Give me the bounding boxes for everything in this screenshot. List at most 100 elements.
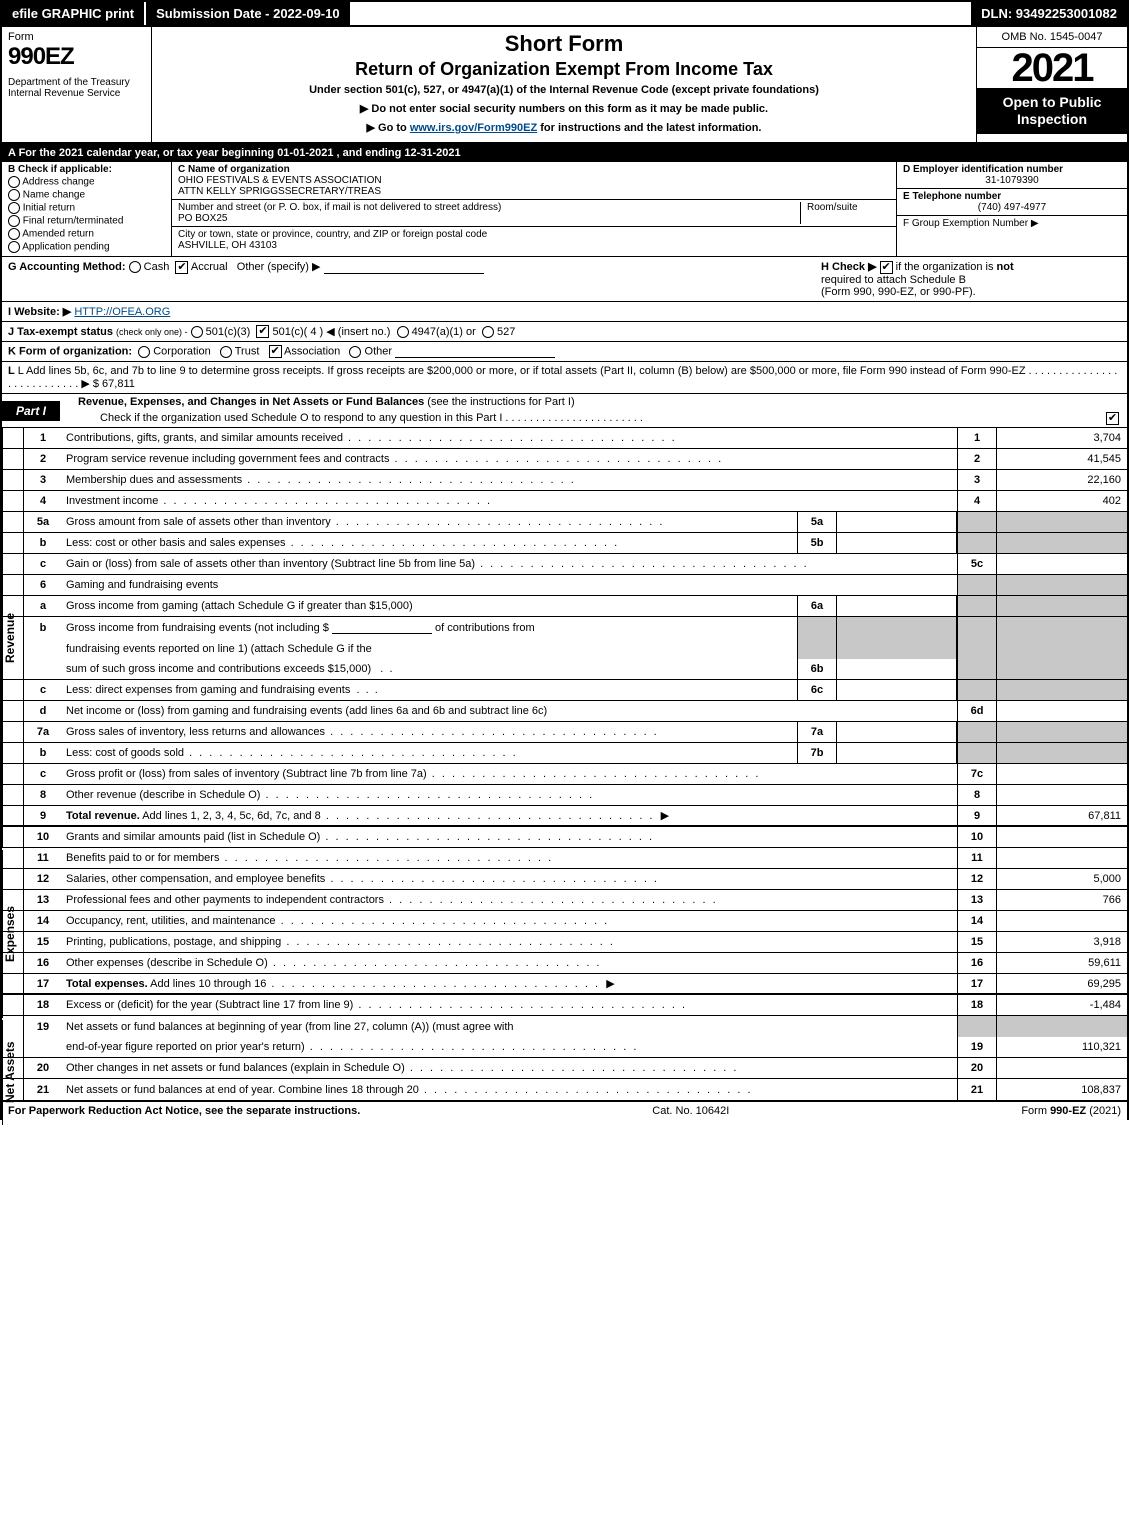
org-name-hdr: C Name of organization xyxy=(178,164,890,175)
chk-not-required[interactable] xyxy=(880,261,893,274)
submission-date-button[interactable]: Submission Date - 2022-09-10 xyxy=(146,2,352,25)
val-5c[interactable] xyxy=(997,554,1127,574)
city-hdr: City or town, state or province, country… xyxy=(178,229,890,240)
val-16: 59,611 xyxy=(997,953,1127,973)
chk-application-pending[interactable]: Application pending xyxy=(8,241,165,253)
ln-6b-blank2 xyxy=(24,659,62,679)
val-4: 402 xyxy=(997,491,1127,511)
val-6b-shade1 xyxy=(997,617,1127,638)
row-7b: b Less: cost of goods sold 7b xyxy=(2,743,1127,764)
other-org-field[interactable] xyxy=(395,346,555,358)
chk-initial-return[interactable]: Initial return xyxy=(8,202,165,214)
org-name-1: OHIO FESTIVALS & EVENTS ASSOCIATION xyxy=(178,175,890,186)
chk-amended-return[interactable]: Amended return xyxy=(8,228,165,240)
desc-9: Total revenue. Total revenue. Add lines … xyxy=(62,807,957,824)
chk-cash[interactable] xyxy=(129,261,141,273)
midval-5a[interactable] xyxy=(837,512,957,532)
midval-7b[interactable] xyxy=(837,743,957,763)
row-11: 11 Benefits paid to or for members 11 xyxy=(2,848,1127,869)
col-d: D Employer identification number 31-1079… xyxy=(897,162,1127,256)
mid-6c: 6c xyxy=(797,680,837,700)
ln-12: 12 xyxy=(24,869,62,889)
midval-6b-shade1 xyxy=(837,617,957,638)
line-l: L L Add lines 5b, 6c, and 7b to line 9 t… xyxy=(0,362,1129,394)
group-exemption-block: F Group Exemption Number ▶ xyxy=(897,216,1127,231)
ln-21: 21 xyxy=(24,1079,62,1100)
col-c: C Name of organization OHIO FESTIVALS & … xyxy=(172,162,897,256)
row-20: 20 Other changes in net assets or fund b… xyxy=(2,1058,1127,1079)
val-20[interactable] xyxy=(997,1058,1127,1078)
midval-6c[interactable] xyxy=(837,680,957,700)
header-left: Form 990EZ Department of the Treasury In… xyxy=(2,27,152,142)
part1-tab: Part I xyxy=(2,401,60,421)
val-15: 3,918 xyxy=(997,932,1127,952)
midval-6b[interactable] xyxy=(837,659,957,679)
desc-6d: Net income or (loss) from gaming and fun… xyxy=(62,703,957,719)
main-title: Return of Organization Exempt From Incom… xyxy=(162,59,966,80)
row-2: 2 Program service revenue including gove… xyxy=(2,449,1127,470)
chk-accrual[interactable] xyxy=(175,261,188,274)
chk-other-org[interactable] xyxy=(349,346,361,358)
rn-18: 18 xyxy=(957,995,997,1015)
other-specify-field[interactable] xyxy=(324,262,484,274)
row-8: 8 Other revenue (describe in Schedule O)… xyxy=(2,785,1127,806)
val-8[interactable] xyxy=(997,785,1127,805)
other-label: Other (specify) ▶ xyxy=(237,261,321,273)
midval-7a[interactable] xyxy=(837,722,957,742)
goto-pre: ▶ Go to xyxy=(367,122,410,134)
mid-6a: 6a xyxy=(797,596,837,616)
rn-15: 15 xyxy=(957,932,997,952)
midval-5b[interactable] xyxy=(837,533,957,553)
midval-6a[interactable] xyxy=(837,596,957,616)
chk-trust[interactable] xyxy=(220,346,232,358)
line-i: I Website: ▶ HTTP://OFEA.ORG xyxy=(0,302,1129,322)
line-g-h: G Accounting Method: Cash Accrual Other … xyxy=(0,257,1129,302)
chk-527[interactable] xyxy=(482,326,494,338)
chk-501c[interactable] xyxy=(256,325,269,338)
footer-right: Form 990-EZ (2021) xyxy=(1021,1105,1121,1117)
rn-6b-shade3 xyxy=(957,659,997,679)
chk-corporation[interactable] xyxy=(138,346,150,358)
rn-1: 1 xyxy=(957,428,997,448)
val-14[interactable] xyxy=(997,911,1127,931)
accrual-label: Accrual xyxy=(191,261,228,273)
row-6d: d Net income or (loss) from gaming and f… xyxy=(2,701,1127,722)
rn-11: 11 xyxy=(957,848,997,868)
ln-5b: b xyxy=(24,533,62,553)
desc-6a: Gross income from gaming (attach Schedul… xyxy=(62,598,797,614)
val-10[interactable] xyxy=(997,827,1127,847)
contrib-amount-field[interactable] xyxy=(332,622,432,634)
val-6d[interactable] xyxy=(997,701,1127,721)
lbl-501c3: 501(c)(3) xyxy=(206,326,251,338)
header-center: Short Form Return of Organization Exempt… xyxy=(152,27,977,142)
chk-name-change-label: Name change xyxy=(23,190,85,201)
val-11[interactable] xyxy=(997,848,1127,868)
website-link[interactable]: HTTP://OFEA.ORG xyxy=(74,306,170,318)
room-hdr: Room/suite xyxy=(807,202,890,213)
ln-19-blank xyxy=(24,1037,62,1057)
val-7c[interactable] xyxy=(997,764,1127,784)
chk-4947[interactable] xyxy=(397,326,409,338)
addr-hdr: Number and street (or P. O. box, if mail… xyxy=(178,202,800,213)
row-16: 16 Other expenses (describe in Schedule … xyxy=(2,953,1127,974)
chk-address-change[interactable]: Address change xyxy=(8,176,165,188)
ssn-warning: ▶ Do not enter social security numbers o… xyxy=(162,102,966,115)
irs-link[interactable]: www.irs.gov/Form990EZ xyxy=(410,122,537,134)
val-5b-shade xyxy=(997,533,1127,553)
chk-501c3[interactable] xyxy=(191,326,203,338)
val-18: -1,484 xyxy=(997,995,1127,1015)
group-exemption-hdr: F Group Exemption Number ▶ xyxy=(903,218,1121,229)
lbl-4947: 4947(a)(1) or xyxy=(412,326,476,338)
line-k: K Form of organization: Corporation Trus… xyxy=(0,342,1129,362)
dept-label: Department of the Treasury Internal Reve… xyxy=(8,77,145,99)
chk-schedule-o[interactable] xyxy=(1106,412,1119,425)
lbl-501c: 501(c)( 4 ) ◀ (insert no.) xyxy=(272,326,390,338)
lbl-other-org: Other xyxy=(365,346,393,358)
row-13: 13 Professional fees and other payments … xyxy=(2,890,1127,911)
efile-print-button[interactable]: efile GRAPHIC print xyxy=(2,2,146,25)
chk-name-change[interactable]: Name change xyxy=(8,189,165,201)
chk-association[interactable] xyxy=(269,345,282,358)
ln-18: 18 xyxy=(24,995,62,1015)
rn-5b-shade xyxy=(957,533,997,553)
chk-final-return[interactable]: Final return/terminated xyxy=(8,215,165,227)
